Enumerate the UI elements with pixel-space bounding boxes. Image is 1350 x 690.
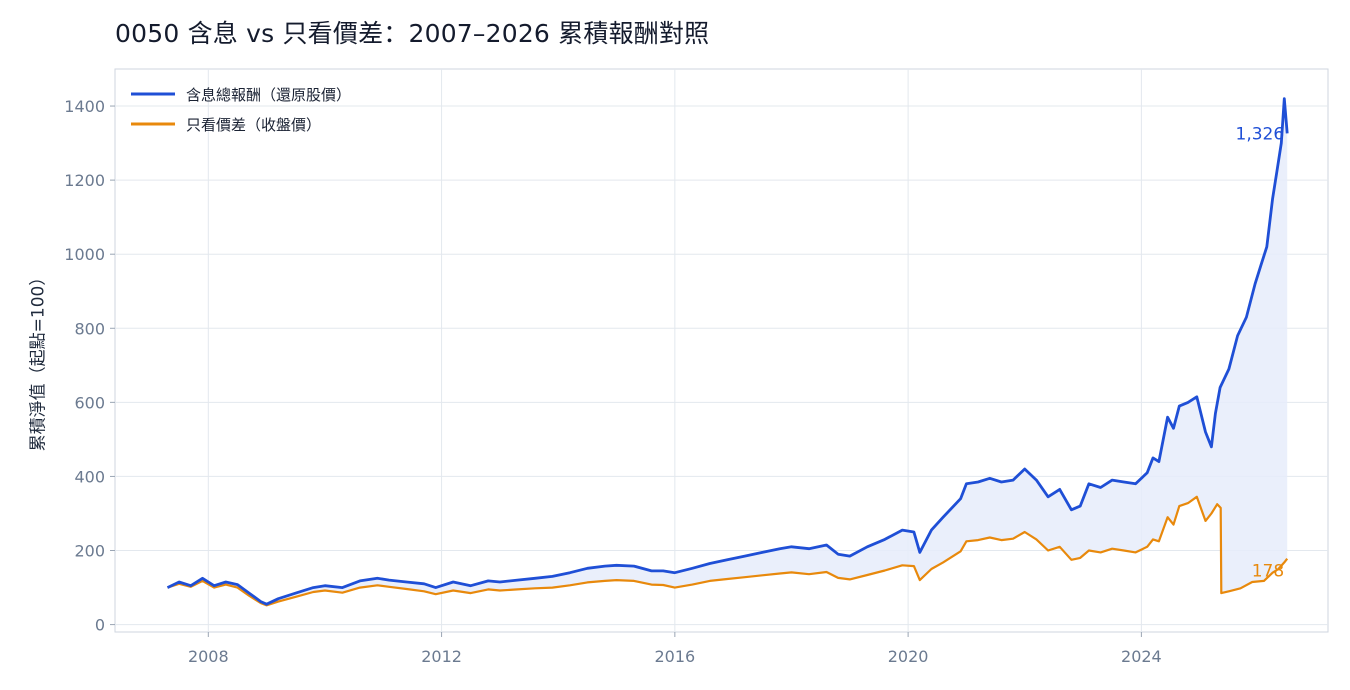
y-tick-label: 200	[74, 542, 105, 561]
x-tick-label: 2012	[421, 647, 462, 666]
price-only-end-label: 178	[1252, 562, 1284, 582]
x-tick-label: 2020	[888, 647, 929, 666]
legend-label-total-return: 含息總報酬（還原股價）	[186, 86, 351, 104]
price-only-line	[167, 495, 1289, 607]
total-return-end-label: 1,326	[1236, 124, 1285, 144]
y-tick-label: 400	[74, 467, 105, 486]
y-tick-labels: 0 200 400 600 800 1000 1200 1400	[64, 97, 105, 635]
y-tick-label: 1400	[64, 97, 105, 116]
y-tick-label: 0	[95, 616, 105, 635]
x-tick-label: 2024	[1121, 647, 1162, 666]
x-tick-label: 2016	[654, 647, 695, 666]
legend-label-price-only: 只看價差（收盤價）	[186, 116, 321, 134]
y-tick-label: 800	[74, 319, 105, 338]
y-tick-label: 600	[74, 393, 105, 412]
legend: 含息總報酬（還原股價） 只看價差（收盤價）	[131, 86, 351, 134]
chart-title: 0050 含息 vs 只看價差：2007–2026 累積報酬對照	[115, 19, 710, 48]
total-return-line	[166, 97, 1289, 606]
x-tick-label: 2008	[188, 647, 229, 666]
y-tick-label: 1000	[64, 245, 105, 264]
x-tick-labels: 2008 2012 2016 2020 2024	[188, 647, 1162, 666]
y-tick-label: 1200	[64, 171, 105, 190]
